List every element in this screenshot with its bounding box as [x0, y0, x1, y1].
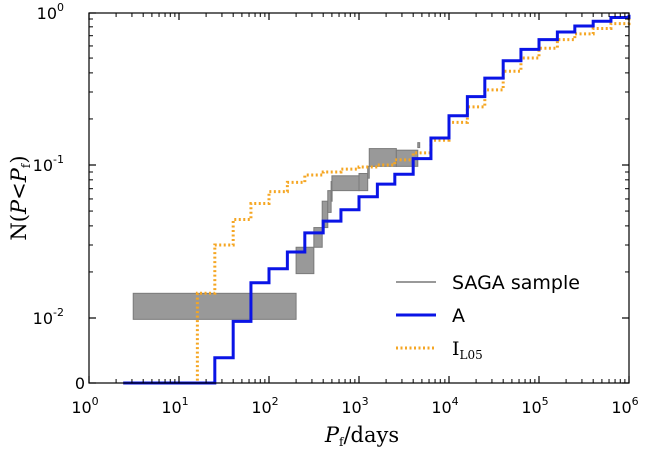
- x-tick-label: 102: [251, 395, 278, 417]
- x-tick-label: 101: [161, 395, 188, 417]
- saga-band-segment: [132, 292, 297, 320]
- saga-band-segment: [313, 227, 323, 248]
- legend: SAGA sample A IL05: [396, 272, 580, 362]
- saga-band-segment: [417, 142, 421, 149]
- y-tick-label: 10-1: [33, 153, 64, 175]
- tick-layer: 100 101 102 103 104 105 106 0 10-2 10-1 100: [33, 1, 639, 417]
- x-axis-label: Pf/days: [324, 423, 399, 449]
- legend-label-saga: SAGA sample: [452, 272, 580, 294]
- x-tick-label: 105: [521, 395, 548, 417]
- y-tick-label: 0: [75, 374, 85, 393]
- x-tick-label: 104: [431, 395, 458, 417]
- y-axis-label: N(P<Pf): [7, 155, 33, 240]
- plot-layer: [123, 14, 631, 385]
- saga-band-segment: [358, 172, 369, 192]
- y-tick-label: 10-2: [33, 306, 64, 328]
- x-tick-label: 106: [611, 395, 638, 417]
- legend-label-il05: IL05: [452, 338, 483, 362]
- y-tick-label: 100: [37, 1, 64, 23]
- x-tick-label: 100: [71, 395, 98, 417]
- saga-band-segment: [367, 165, 370, 179]
- legend-label-a: A: [452, 305, 465, 327]
- saga-band-segment: [321, 200, 329, 229]
- series-a-line: [123, 14, 631, 385]
- series-il05-line: [123, 19, 631, 385]
- x-tick-label: 103: [341, 395, 368, 417]
- saga-band-segment: [331, 175, 360, 192]
